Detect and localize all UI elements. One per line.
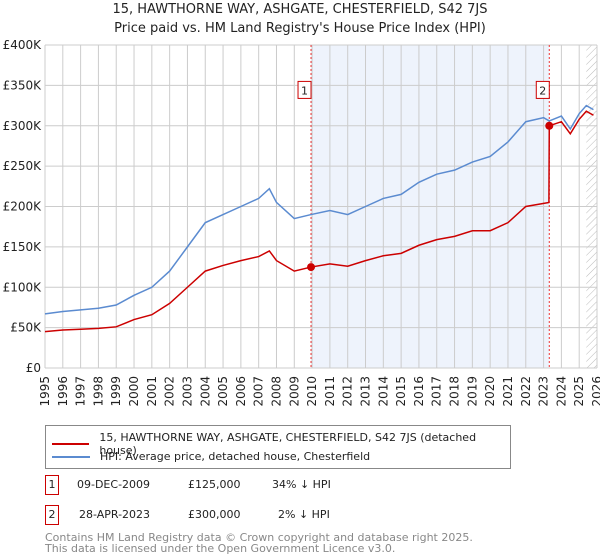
x-tick-label: 2004 bbox=[198, 376, 212, 407]
x-tick-label: 2021 bbox=[501, 376, 515, 407]
x-tick-label: 2022 bbox=[519, 376, 533, 407]
x-tick-label: 2018 bbox=[448, 376, 462, 407]
y-tick-label: £300K bbox=[3, 119, 43, 133]
x-tick-label: 2019 bbox=[465, 376, 479, 407]
legend-item-hpi: HPI: Average price, detached house, Ches… bbox=[52, 450, 370, 463]
x-tick-label: 2015 bbox=[394, 376, 408, 407]
y-tick-label: £0 bbox=[26, 361, 41, 375]
x-tick-label: 2010 bbox=[305, 376, 319, 407]
x-tick-label: 1998 bbox=[91, 376, 105, 407]
x-tick-label: 2009 bbox=[287, 376, 301, 407]
x-tick-label: 1996 bbox=[56, 376, 70, 407]
x-tick-label: 2012 bbox=[341, 376, 355, 407]
sale-label-box bbox=[297, 80, 312, 99]
y-tick-label: £350K bbox=[3, 78, 43, 92]
x-tick-label: 2020 bbox=[483, 376, 497, 407]
sale-label: 2 bbox=[539, 84, 546, 97]
series-line bbox=[44, 104, 594, 315]
x-tick-label: 2002 bbox=[163, 376, 177, 407]
x-tick-label: 1997 bbox=[74, 376, 88, 407]
sale-price: £125,000 bbox=[188, 478, 241, 491]
sale-hpi: 2% ↓ HPI bbox=[278, 508, 330, 521]
sale-hpi: 34% ↓ HPI bbox=[272, 478, 331, 491]
x-tick-label: 2000 bbox=[127, 376, 141, 407]
sale-point bbox=[307, 263, 316, 272]
legend-item-property: 15, HAWTHORNE WAY, ASHGATE, CHESTERFIELD… bbox=[52, 431, 510, 457]
series-line bbox=[44, 110, 594, 333]
legend-label: 15, HAWTHORNE WAY, ASHGATE, CHESTERFIELD… bbox=[99, 431, 477, 457]
x-tick-label: 2003 bbox=[180, 376, 194, 407]
x-tick-label: 2014 bbox=[376, 376, 390, 407]
chart-title: 15, HAWTHORNE WAY, ASHGATE, CHESTERFIELD… bbox=[112, 2, 488, 17]
legend-label: HPI: Average price, detached house, Ches… bbox=[100, 450, 371, 463]
x-tick-label: 2006 bbox=[234, 376, 248, 407]
sale-label-box bbox=[535, 80, 550, 99]
sale-marker: 1 bbox=[45, 475, 59, 495]
x-tick-label: 2011 bbox=[323, 376, 337, 407]
x-tick-label: 2023 bbox=[537, 376, 551, 407]
legend-swatch bbox=[52, 455, 90, 458]
sale-row: 2 28-APR-2023 £300,000 2% ↓ HPI bbox=[45, 505, 445, 525]
x-tick-label: 2005 bbox=[216, 376, 230, 407]
x-tick-label: 1995 bbox=[38, 376, 52, 407]
x-tick-label: 2024 bbox=[554, 376, 568, 407]
sale-row: 1 09-DEC-2009 £125,000 34% ↓ HPI bbox=[45, 475, 445, 495]
x-tick-label: 2016 bbox=[412, 376, 426, 407]
x-tick-label: 2025 bbox=[572, 376, 586, 407]
y-tick-label: £200K bbox=[3, 200, 43, 214]
x-tick-label: 2001 bbox=[145, 376, 159, 407]
legend-swatch bbox=[52, 443, 90, 445]
x-tick-label: 1999 bbox=[109, 376, 123, 407]
y-tick-label: £400K bbox=[3, 38, 43, 52]
x-tick-label: 2017 bbox=[430, 376, 444, 407]
sale-date: 09-DEC-2009 bbox=[77, 478, 151, 491]
sale-price: £300,000 bbox=[188, 508, 241, 521]
x-tick-label: 2007 bbox=[252, 376, 266, 407]
x-tick-label: 2008 bbox=[269, 376, 283, 407]
footer-line: Contains HM Land Registry data © Crown c… bbox=[45, 531, 473, 544]
x-tick-label: 2026 bbox=[590, 376, 600, 407]
y-tick-label: £100K bbox=[3, 280, 43, 294]
footer: Contains HM Land Registry data © Crown c… bbox=[45, 532, 473, 554]
y-tick-label: £50K bbox=[10, 321, 42, 335]
footer-line: This data is licensed under the Open Gov… bbox=[45, 542, 396, 555]
legend: 15, HAWTHORNE WAY, ASHGATE, CHESTERFIELD… bbox=[45, 425, 511, 469]
sale-label: 1 bbox=[301, 84, 308, 97]
y-tick-label: £250K bbox=[3, 159, 43, 173]
chart-subtitle: Price paid vs. HM Land Registry's House … bbox=[114, 21, 486, 36]
sale-point bbox=[545, 121, 554, 130]
x-tick-label: 2013 bbox=[359, 376, 373, 407]
sale-marker: 2 bbox=[45, 505, 59, 525]
sale-date: 28-APR-2023 bbox=[79, 508, 151, 521]
price-chart: £0 £50K £100K £150K £200K £250K £300K £350K £400… bbox=[3, 38, 600, 407]
y-tick-label: £150K bbox=[3, 240, 43, 254]
